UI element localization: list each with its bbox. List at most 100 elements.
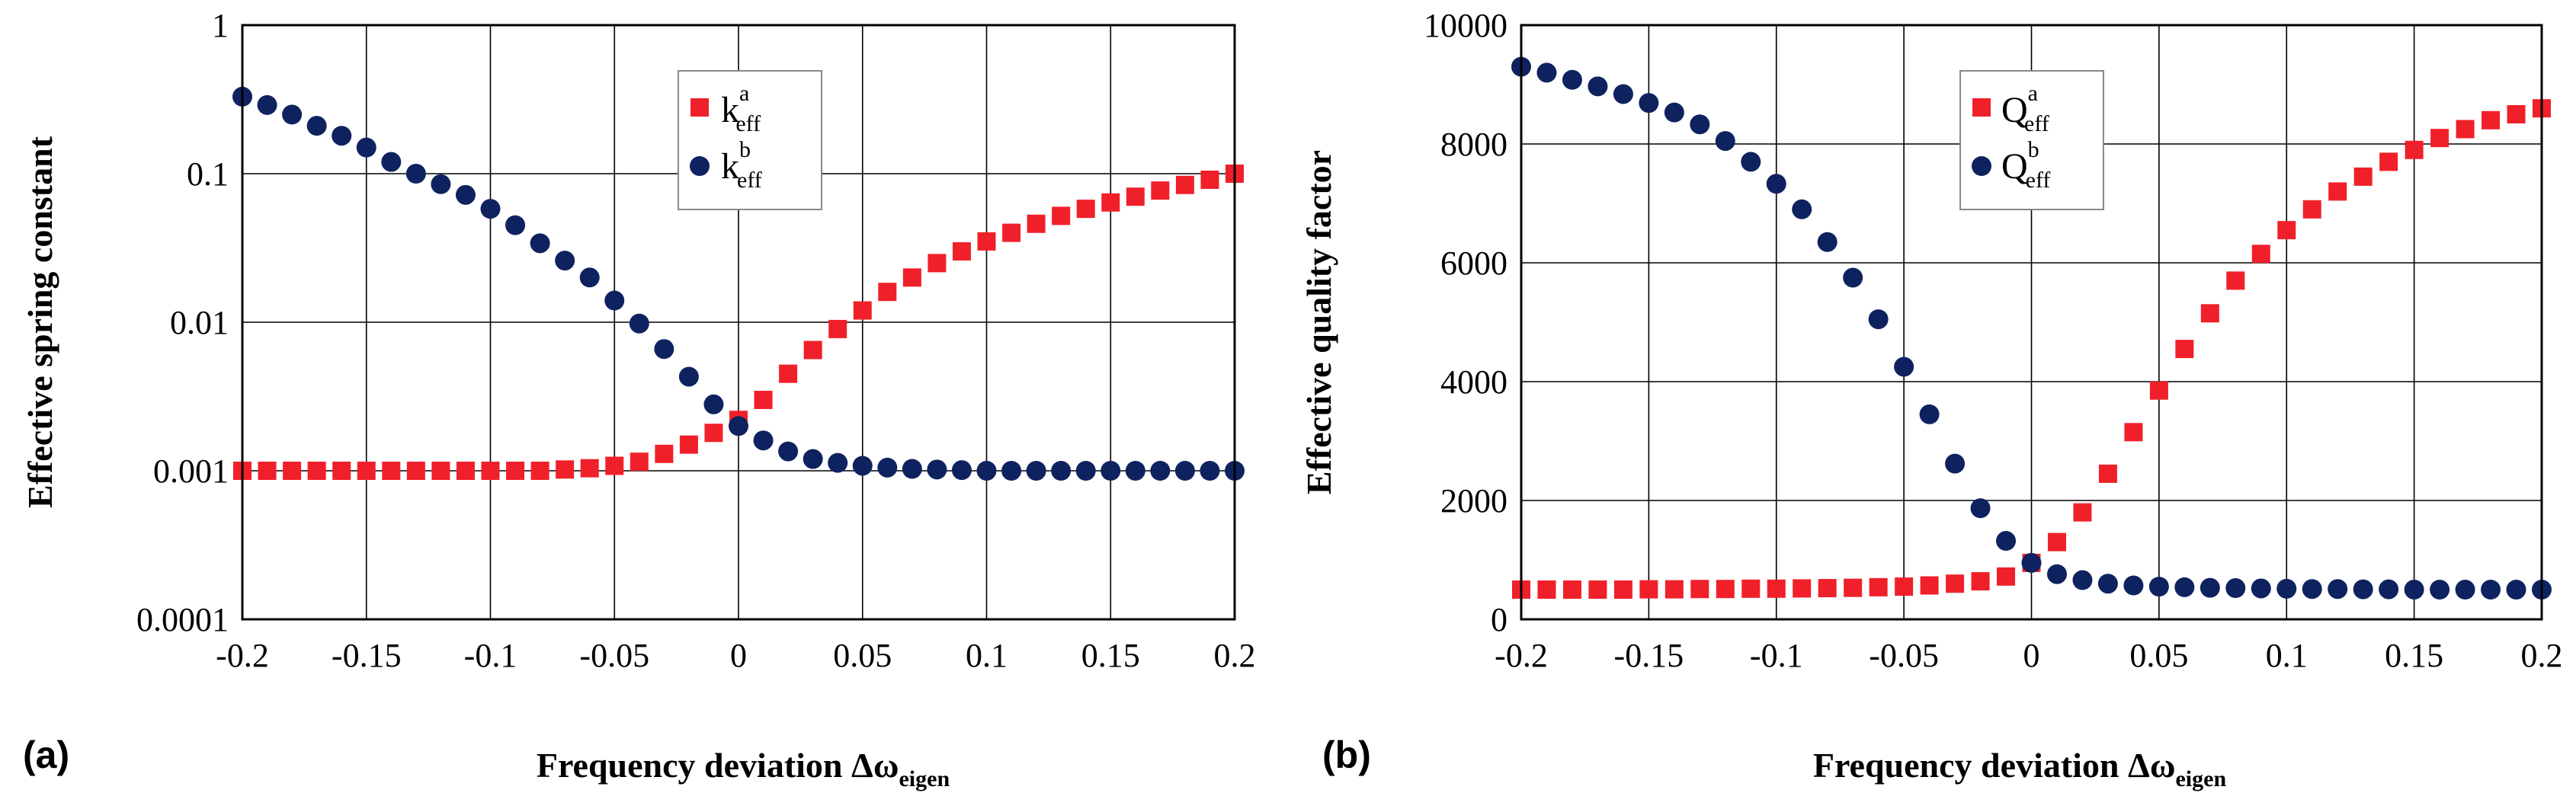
- data-point-square: [258, 462, 277, 480]
- data-point-circle: [1690, 114, 1710, 135]
- data-point-square: [679, 435, 698, 454]
- legend: ka eff kb eff: [678, 70, 822, 210]
- data-point-circle: [976, 461, 997, 481]
- data-point-square: [1818, 579, 1837, 598]
- y-tick-label: 10000: [1424, 7, 1507, 44]
- data-point-circle: [803, 449, 823, 469]
- y-axis-label: Effective spring constant: [21, 136, 59, 508]
- legend-marker-square: [690, 98, 709, 117]
- data-point-square: [1175, 175, 1194, 194]
- data-point-square: [878, 283, 897, 302]
- data-point-circle: [753, 430, 774, 451]
- x-tick-label: -0.15: [1614, 637, 1684, 674]
- data-point-square: [332, 462, 351, 480]
- data-point-circle: [2123, 575, 2144, 596]
- data-point-square: [2277, 221, 2296, 240]
- data-point-circle: [1919, 404, 1940, 424]
- y-tick-label: 0.0001: [136, 601, 229, 638]
- y-tick-label: 6000: [1440, 245, 1507, 282]
- x-tick-label: -0.15: [332, 637, 402, 674]
- data-point-square: [556, 460, 575, 479]
- data-point-circle: [1996, 531, 2017, 552]
- data-point-circle: [2148, 577, 2169, 597]
- data-point-circle: [505, 215, 526, 235]
- data-point-circle: [1715, 131, 1735, 152]
- data-point-square: [2302, 200, 2321, 219]
- data-point-square: [1741, 579, 1761, 598]
- y-tick-label: 0.1: [187, 155, 229, 193]
- data-point-circle: [1613, 84, 1633, 104]
- data-point-circle: [332, 126, 352, 146]
- data-point-circle: [1588, 76, 1608, 97]
- data-point-circle: [431, 174, 451, 194]
- x-tick-labels: -0.2 -0.15 -0.1 -0.05 0 0.05 0.1 0.15 0.2: [1495, 637, 2562, 674]
- data-point-circle: [951, 460, 972, 481]
- data-point-square: [2124, 423, 2143, 442]
- data-point-circle: [1562, 69, 1582, 90]
- x-tick-label: -0.05: [579, 637, 649, 674]
- data-point-circle: [703, 394, 724, 414]
- data-point-square: [456, 462, 475, 480]
- data-point-circle: [2021, 552, 2042, 573]
- x-tick-label: -0.2: [216, 637, 269, 674]
- data-point-circle: [1150, 461, 1171, 481]
- data-point-square: [2456, 120, 2475, 139]
- panel-label: (a): [23, 734, 69, 776]
- data-point-circle: [257, 94, 277, 115]
- data-point-square: [952, 241, 971, 261]
- data-point-square: [1920, 576, 1939, 595]
- data-point-square: [605, 456, 624, 475]
- data-point-circle: [927, 459, 947, 480]
- data-point-circle: [1101, 461, 1121, 481]
- legend-marker-circle: [690, 156, 710, 176]
- data-point-square: [1002, 223, 1021, 242]
- data-point-square: [1793, 579, 1812, 598]
- data-point-circle: [2097, 574, 2118, 594]
- x-tick-label: 0: [2023, 637, 2040, 674]
- x-axis-label: Frequency deviation Δωeigen: [537, 746, 950, 791]
- data-point-square: [928, 254, 947, 273]
- data-point-circle: [902, 459, 922, 479]
- data-point-square: [2200, 304, 2219, 323]
- data-point-square: [1869, 577, 1888, 596]
- data-point-circle: [579, 267, 600, 288]
- data-point-circle: [1945, 453, 1966, 474]
- plot-frame: [241, 24, 1236, 621]
- data-point-circle: [1766, 174, 1786, 194]
- data-point-square: [1844, 578, 1863, 597]
- data-point-circle: [2353, 579, 2373, 600]
- data-point-circle: [1174, 461, 1195, 481]
- data-point-square: [803, 341, 822, 360]
- data-point-square: [2507, 105, 2526, 123]
- data-point-circle: [1792, 199, 1812, 219]
- data-point-square: [1200, 170, 1219, 189]
- data-point-circle: [852, 456, 873, 476]
- data-point-square: [481, 462, 500, 480]
- x-axis-label: Frequency deviation Δωeigen: [1813, 746, 2227, 791]
- data-point-circle: [455, 184, 476, 205]
- data-point-square: [382, 462, 401, 480]
- data-point-square: [1690, 580, 1709, 599]
- data-point-circle: [877, 457, 898, 478]
- x-tick-label: 0: [730, 637, 747, 674]
- x-tick-label: 0.2: [1214, 637, 1256, 674]
- data-point-circle: [555, 251, 575, 271]
- x-tick-label: 0.15: [2385, 637, 2443, 674]
- legend-marker-square: [1972, 98, 1991, 117]
- data-point-square: [630, 452, 649, 472]
- data-point-circle: [2404, 580, 2424, 600]
- data-point-square: [2047, 532, 2066, 552]
- data-point-square: [1537, 580, 1556, 599]
- data-point-circle: [778, 441, 799, 462]
- data-point-square: [307, 462, 326, 480]
- data-point-square: [357, 462, 376, 480]
- data-point-circle: [2174, 577, 2195, 597]
- x-tick-label: 0.05: [2129, 637, 2188, 674]
- data-point-square: [1126, 187, 1145, 206]
- data-point-circle: [1868, 309, 1889, 330]
- data-point-circle: [2072, 570, 2093, 590]
- data-point-circle: [480, 199, 501, 219]
- data-point-square: [1588, 580, 1607, 599]
- data-point-circle: [282, 104, 303, 125]
